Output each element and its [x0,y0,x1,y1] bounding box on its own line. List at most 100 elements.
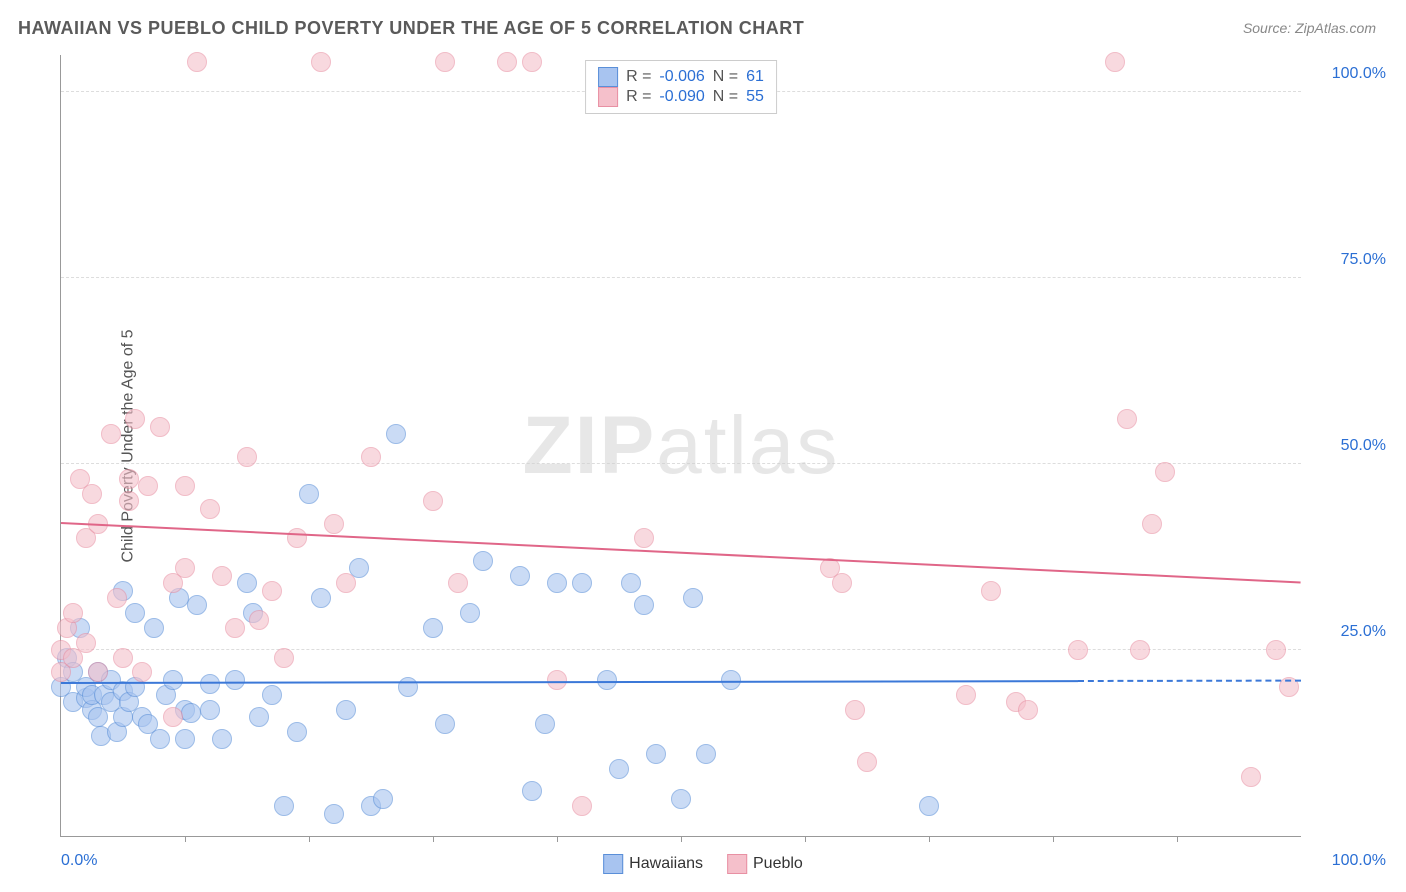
scatter-point [150,729,170,749]
legend-n-label: N = [713,68,738,86]
chart-title: HAWAIIAN VS PUEBLO CHILD POVERTY UNDER T… [18,18,804,39]
legend-r-value: -0.006 [659,68,704,86]
scatter-point [212,729,232,749]
scatter-point [373,789,393,809]
scatter-point [287,528,307,548]
trend-line [61,522,1301,584]
trend-line [1078,679,1301,681]
scatter-point [107,588,127,608]
scatter-point [423,491,443,511]
scatter-point [76,677,96,697]
scatter-point [175,558,195,578]
scatter-point [76,688,96,708]
scatter-point [572,573,592,593]
bottom-legend-label: Hawaiians [629,855,703,873]
scatter-point [1130,640,1150,660]
scatter-point [299,484,319,504]
scatter-point [634,528,654,548]
tick-v [185,836,186,842]
scatter-point [522,52,542,72]
scatter-point [63,662,83,682]
legend-row: R =-0.006N =61 [598,67,764,87]
scatter-point [101,670,121,690]
bottom-legend-item: Hawaiians [603,854,703,874]
scatter-point [163,670,183,690]
scatter-point [125,677,145,697]
scatter-point [156,685,176,705]
scatter-point [82,484,102,504]
legend-swatch [603,854,623,874]
scatter-point [94,685,114,705]
scatter-point [262,685,282,705]
legend-n-value: 55 [746,88,764,106]
scatter-point [349,558,369,578]
scatter-point [57,648,77,668]
scatter-point [119,692,139,712]
series-legend: HawaiiansPueblo [603,854,803,874]
tick-v [557,836,558,842]
scatter-point [51,677,71,697]
legend-swatch [598,87,618,107]
scatter-point [119,491,139,511]
tick-v [433,836,434,842]
legend-row: R =-0.090N =55 [598,87,764,107]
scatter-point [336,700,356,720]
scatter-point [119,469,139,489]
scatter-point [386,424,406,444]
y-tick-label: 50.0% [1311,437,1386,455]
scatter-point [423,618,443,638]
scatter-point [57,618,77,638]
scatter-point [671,789,691,809]
scatter-point [101,424,121,444]
scatter-point [212,566,232,586]
scatter-point [175,476,195,496]
y-tick-label: 25.0% [1311,623,1386,641]
scatter-point [1142,514,1162,534]
scatter-point [324,804,344,824]
scatter-point [70,618,90,638]
scatter-point [324,514,344,534]
scatter-point [175,700,195,720]
scatter-point [51,662,71,682]
scatter-point [956,685,976,705]
legend-r-label: R = [626,88,651,106]
legend-r-label: R = [626,68,651,86]
scatter-point [181,703,201,723]
scatter-point [621,573,641,593]
gridline-h [61,277,1301,278]
scatter-point [572,796,592,816]
scatter-point [125,409,145,429]
scatter-point [138,476,158,496]
scatter-point [547,670,567,690]
scatter-point [857,752,877,772]
scatter-point [646,744,666,764]
scatter-point [274,796,294,816]
scatter-point [1266,640,1286,660]
scatter-point [398,677,418,697]
gridline-h [61,463,1301,464]
scatter-point [91,726,111,746]
scatter-point [63,692,83,712]
scatter-point [1068,640,1088,660]
scatter-point [249,610,269,630]
scatter-point [107,722,127,742]
correlation-legend: R =-0.006N =61R =-0.090N =55 [585,60,777,114]
scatter-point [88,662,108,682]
scatter-point [113,648,133,668]
scatter-point [113,707,133,727]
scatter-point [522,781,542,801]
scatter-point [497,52,517,72]
scatter-point [187,52,207,72]
scatter-point [547,573,567,593]
scatter-point [683,588,703,608]
scatter-point [1117,409,1137,429]
scatter-point [460,603,480,623]
scatter-point [70,469,90,489]
tick-v [309,836,310,842]
y-tick-label: 75.0% [1311,251,1386,269]
scatter-point [138,714,158,734]
scatter-point [225,618,245,638]
legend-swatch [727,854,747,874]
scatter-point [237,573,257,593]
scatter-point [832,573,852,593]
